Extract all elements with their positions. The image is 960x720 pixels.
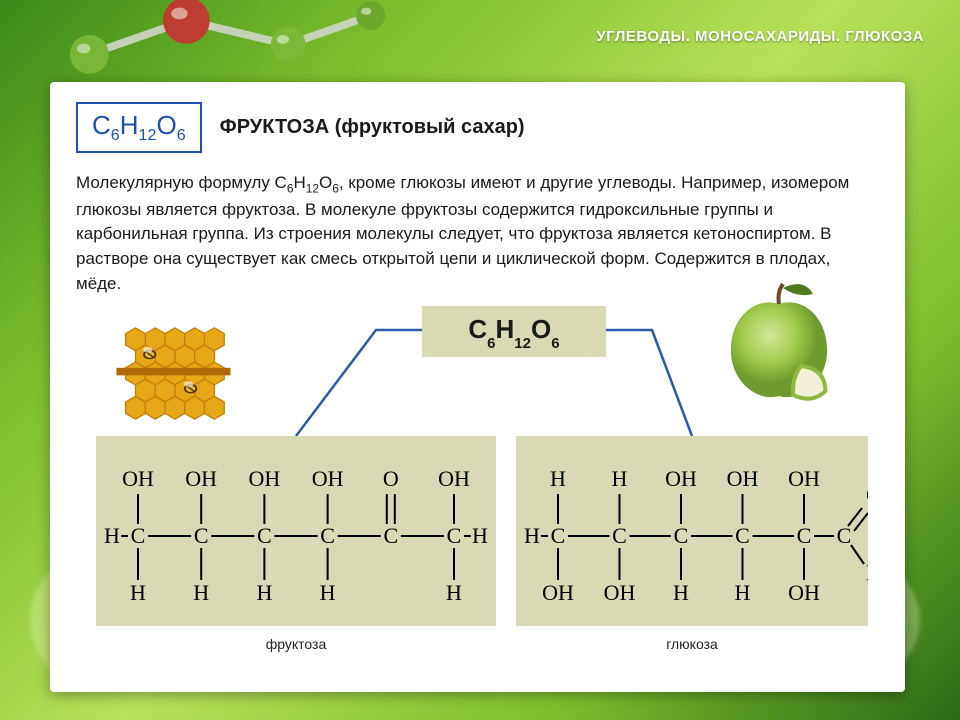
svg-text:C: C	[131, 523, 146, 548]
isomer-diagram: C6H12O6 CCCCCCOHOHOHOHOOHHHHHHHH CCCCCHH…	[76, 306, 879, 666]
svg-text:H: H	[472, 523, 488, 548]
content-panel: C6H12O6 ФРУКТОЗА (фруктовый сахар) Молек…	[50, 82, 905, 692]
svg-text:H: H	[320, 580, 336, 605]
center-formula: C6H12O6	[422, 306, 606, 356]
svg-text:H: H	[866, 560, 868, 585]
svg-text:OH: OH	[788, 466, 820, 491]
svg-text:OH: OH	[249, 466, 281, 491]
svg-text:H: H	[612, 466, 628, 491]
svg-text:C: C	[735, 523, 750, 548]
svg-text:H: H	[130, 580, 146, 605]
apple-art	[709, 274, 849, 414]
svg-text:H: H	[550, 466, 566, 491]
svg-text:H: H	[193, 580, 209, 605]
svg-text:H: H	[735, 580, 751, 605]
svg-text:C: C	[447, 523, 462, 548]
breadcrumb: УГЛЕВОДЫ. МОНОСАХАРИДЫ. ГЛЮКОЗА	[596, 28, 924, 45]
svg-text:C: C	[194, 523, 209, 548]
page-title: ФРУКТОЗА (фруктовый сахар)	[220, 116, 525, 139]
molecular-formula-box: C6H12O6	[76, 102, 202, 153]
svg-text:OH: OH	[122, 466, 154, 491]
svg-text:C: C	[612, 523, 627, 548]
svg-text:H: H	[524, 523, 540, 548]
svg-text:C: C	[797, 523, 812, 548]
svg-text:C: C	[837, 523, 852, 548]
svg-text:OH: OH	[542, 580, 574, 605]
svg-text:OH: OH	[727, 466, 759, 491]
svg-text:OH: OH	[788, 580, 820, 605]
svg-text:C: C	[257, 523, 272, 548]
svg-text:C: C	[674, 523, 689, 548]
svg-text:OH: OH	[438, 466, 470, 491]
caption-glucose: глюкоза	[516, 636, 868, 652]
svg-text:C: C	[320, 523, 335, 548]
svg-text:H: H	[256, 580, 272, 605]
fructose-structure: C C C C C C OH OH OH OH O OH H H H H H H H	[96, 436, 496, 626]
svg-text:H: H	[446, 580, 462, 605]
svg-text:OH: OH	[604, 580, 636, 605]
svg-text:O: O	[383, 466, 399, 491]
svg-text:OH: OH	[665, 466, 697, 491]
svg-text:H: H	[673, 580, 689, 605]
svg-text:OH: OH	[185, 466, 217, 491]
svg-text:C: C	[551, 523, 566, 548]
svg-text:C: C	[383, 523, 398, 548]
svg-text:O: O	[866, 482, 868, 507]
honeycomb-art	[116, 326, 231, 421]
svg-text:H: H	[104, 523, 120, 548]
title-row: C6H12O6 ФРУКТОЗА (фруктовый сахар)	[76, 102, 879, 153]
svg-text:OH: OH	[312, 466, 344, 491]
background-molecule-art	[70, 0, 390, 90]
caption-fructose: фруктоза	[96, 636, 496, 652]
glucose-structure: CCCCCHHOHOHOHOHOHHHOHHCOH	[516, 436, 868, 626]
